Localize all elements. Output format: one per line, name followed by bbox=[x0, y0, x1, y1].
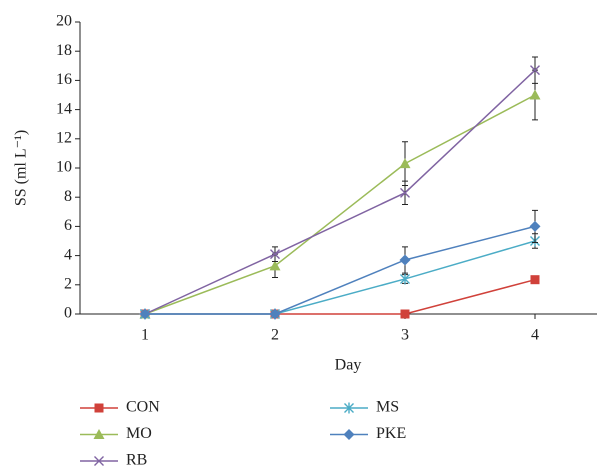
legend-label: RB bbox=[126, 452, 147, 469]
series-line bbox=[145, 225, 536, 315]
marker bbox=[529, 220, 541, 232]
marker bbox=[94, 456, 104, 466]
x-axis-label: Day bbox=[335, 357, 362, 374]
x-tick-label: 4 bbox=[531, 327, 539, 344]
y-tick-label: 16 bbox=[56, 71, 72, 88]
y-axis-label: SS (ml L⁻¹) bbox=[13, 130, 30, 206]
series-line bbox=[144, 94, 536, 315]
series-line bbox=[144, 69, 536, 315]
marker bbox=[270, 249, 280, 260]
y-tick-label: 14 bbox=[56, 100, 72, 117]
x-tick-label: 3 bbox=[401, 327, 409, 344]
y-tick-label: 2 bbox=[64, 275, 72, 292]
y-tick-label: 10 bbox=[56, 159, 72, 176]
marker bbox=[399, 254, 411, 266]
marker bbox=[529, 89, 541, 100]
y-tick-label: 20 bbox=[56, 13, 72, 30]
y-tick-label: 8 bbox=[64, 188, 72, 205]
y-tick-label: 6 bbox=[64, 217, 72, 234]
marker bbox=[93, 429, 105, 439]
y-tick-label: 0 bbox=[64, 305, 72, 322]
marker bbox=[400, 273, 410, 285]
legend-label: CON bbox=[126, 399, 160, 416]
y-tick-label: 18 bbox=[56, 42, 72, 59]
marker bbox=[400, 309, 410, 319]
y-tick-label: 4 bbox=[64, 246, 72, 263]
x-tick-label: 1 bbox=[141, 327, 149, 344]
marker bbox=[269, 260, 281, 271]
marker bbox=[139, 308, 151, 320]
legend-label: MS bbox=[376, 399, 399, 416]
y-tick-label: 12 bbox=[56, 129, 72, 146]
marker bbox=[94, 403, 104, 413]
marker bbox=[399, 158, 411, 169]
marker bbox=[530, 65, 540, 76]
marker bbox=[343, 429, 355, 440]
legend-label: PKE bbox=[376, 425, 406, 442]
marker bbox=[344, 402, 354, 414]
legend-label: MO bbox=[126, 425, 152, 442]
marker bbox=[530, 275, 540, 285]
x-tick-label: 2 bbox=[271, 327, 279, 344]
marker bbox=[269, 308, 281, 320]
marker bbox=[400, 187, 410, 198]
series-line bbox=[145, 240, 536, 315]
